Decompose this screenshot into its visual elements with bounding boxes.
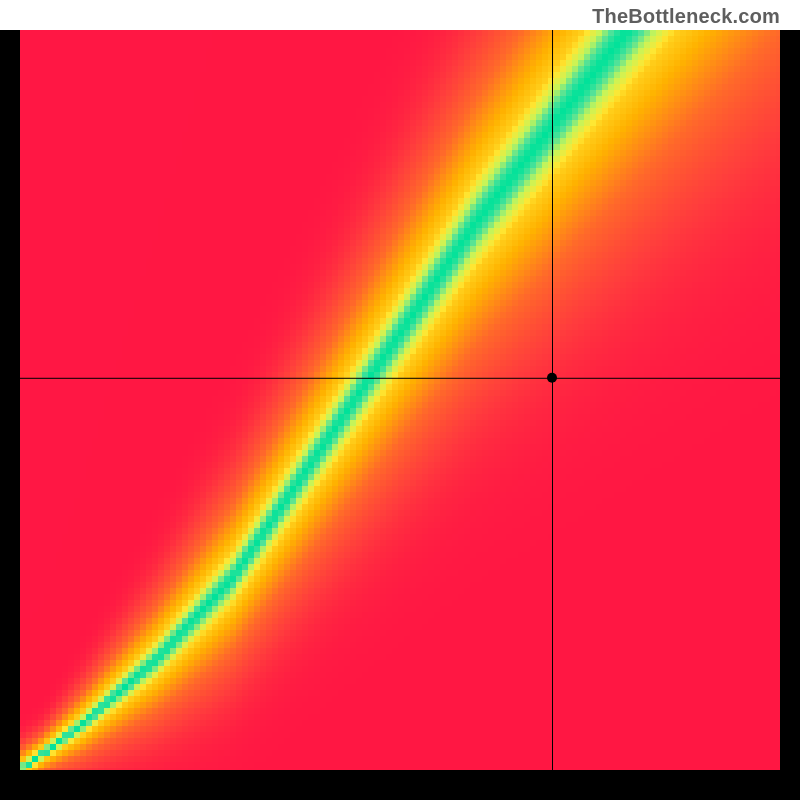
chart-wrap (0, 0, 800, 800)
chart-container: TheBottleneck.com (0, 0, 800, 800)
watermark-text: TheBottleneck.com (592, 6, 780, 29)
bottleneck-heatmap-canvas (0, 0, 800, 800)
